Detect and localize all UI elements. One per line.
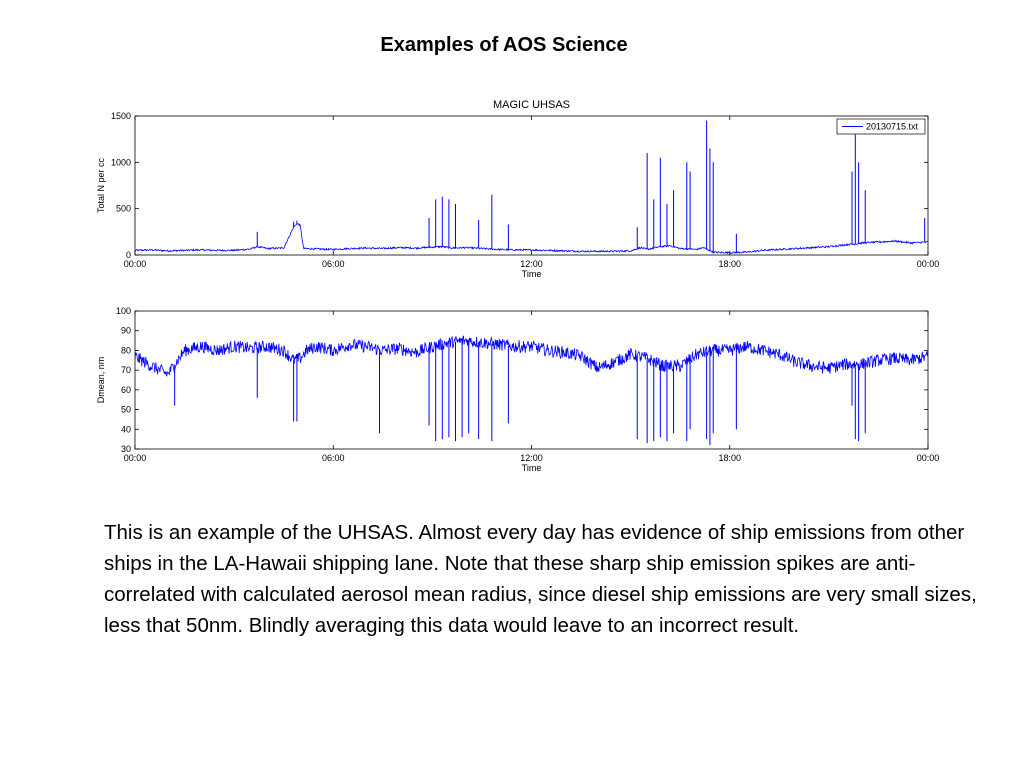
x-tick-label: 00:00 xyxy=(917,453,940,463)
axes-box xyxy=(134,115,929,256)
x-tick-label: 00:00 xyxy=(124,259,147,269)
chart-title: MAGIC UHSAS xyxy=(493,99,570,111)
x-tick-label: 18:00 xyxy=(718,259,741,269)
series-line xyxy=(135,335,928,377)
x-tick-label: 18:00 xyxy=(718,453,741,463)
y-tick-label: 70 xyxy=(121,365,131,375)
y-tick-label: 50 xyxy=(121,405,131,415)
y-axis-label: Total N per cc xyxy=(96,157,106,213)
y-tick-label: 60 xyxy=(121,385,131,395)
x-tick-label: 06:00 xyxy=(322,453,345,463)
series-line xyxy=(135,222,928,255)
legend: 20130715.txt xyxy=(836,118,926,135)
axes-box xyxy=(134,310,929,450)
x-tick-label: 12:00 xyxy=(520,259,543,269)
data-layer xyxy=(135,120,928,255)
x-axis-label: Time xyxy=(522,463,542,473)
y-tick-label: 500 xyxy=(116,204,131,214)
chart-panel-2: 00:00 06:00 12:00 18:00 00:00304050607080901… xyxy=(96,306,939,473)
x-axis-label: Time xyxy=(522,269,542,279)
y-tick-label: 90 xyxy=(121,326,131,336)
y-axis-label: Dmean, nm xyxy=(96,357,106,404)
y-tick-label: 1500 xyxy=(111,111,131,121)
x-tick-label: 12:00 xyxy=(520,453,543,463)
x-tick-label: 06:00 xyxy=(322,259,345,269)
body-text: This is an example of the UHSAS. Almost … xyxy=(104,521,977,637)
x-tick-label: 00:00 xyxy=(917,259,940,269)
legend-entry: 20130715.txt xyxy=(866,122,919,132)
y-tick-label: 40 xyxy=(121,424,131,434)
slide-title: Examples of AOS Science xyxy=(380,34,628,56)
legend-box xyxy=(836,118,926,135)
x-tick-label: 00:00 xyxy=(124,453,147,463)
y-tick-label: 80 xyxy=(121,345,131,355)
y-tick-label: 1000 xyxy=(111,157,131,167)
data-layer xyxy=(135,335,928,446)
y-tick-label: 100 xyxy=(116,306,131,316)
y-tick-label: 30 xyxy=(121,444,131,454)
y-tick-label: 0 xyxy=(126,250,131,260)
